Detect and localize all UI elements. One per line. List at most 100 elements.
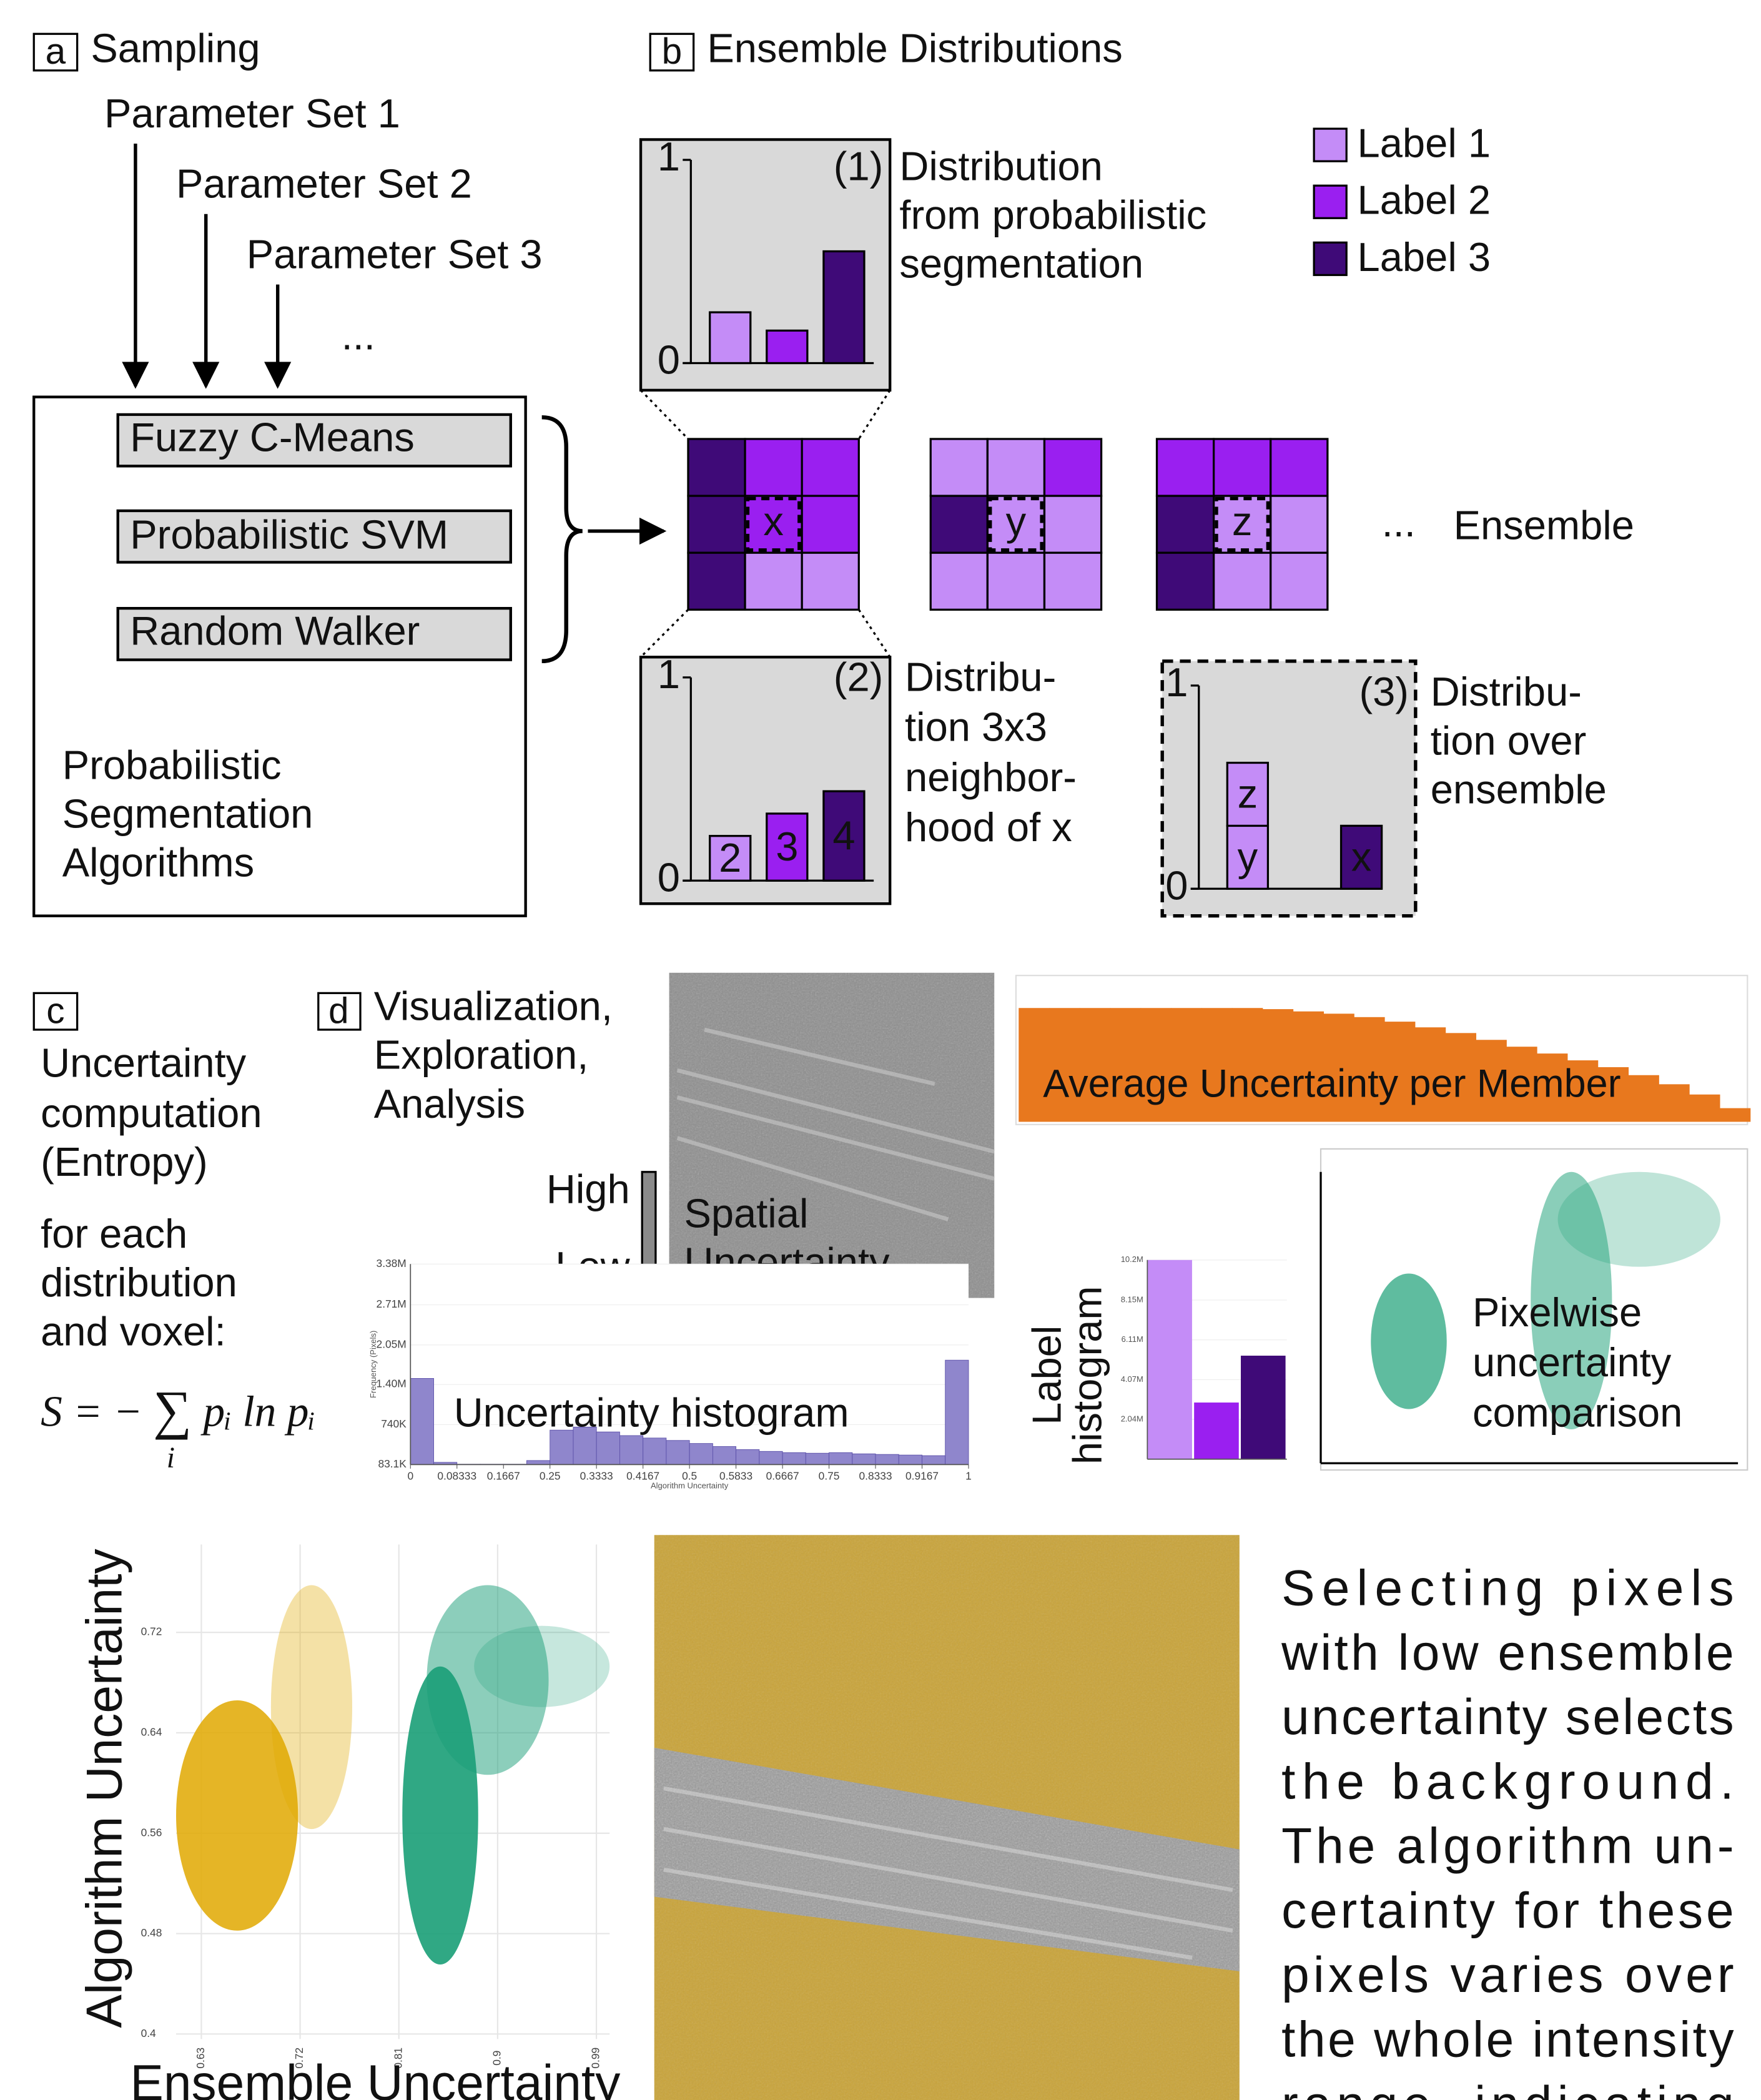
param-set: Parameter Set 3	[247, 231, 543, 277]
histogram-bar	[736, 1449, 759, 1464]
y-tick-label: 2.04M	[1121, 1414, 1143, 1423]
caption: neighbor-	[905, 754, 1077, 800]
grid-cell	[802, 496, 859, 553]
param-set: ...	[342, 313, 375, 358]
histogram-bar	[410, 1378, 433, 1464]
segment-label: z	[1238, 771, 1258, 816]
rotated-label: Label	[1024, 1326, 1069, 1425]
x-tick-label: 0.6667	[766, 1470, 799, 1482]
bar	[1689, 1095, 1720, 1122]
brace	[542, 417, 583, 661]
histogram-bar	[899, 1455, 922, 1464]
bar	[1194, 1402, 1239, 1459]
scale-label: High	[546, 1166, 630, 1211]
grid-cell	[1157, 496, 1214, 553]
legend-label: Label 1	[1358, 121, 1491, 166]
y-tick-label: 740K	[381, 1417, 407, 1430]
bar	[767, 330, 807, 363]
grid-cell	[802, 439, 859, 496]
y-tick-label: 1.40M	[377, 1378, 407, 1390]
tick-label: 0	[1165, 862, 1188, 908]
axis-label: Algorithm Uncertainty	[77, 1549, 133, 2028]
paragraph: Selecting pixelswith low ensembleuncerta…	[1281, 1560, 1734, 2100]
grid-cell	[987, 553, 1044, 609]
text-line: computation	[41, 1090, 262, 1136]
bar	[1659, 1084, 1689, 1121]
distribution-id: (3)	[1359, 669, 1409, 714]
y-tick-label: 8.15M	[1121, 1294, 1143, 1304]
y-tick-label: 0.64	[141, 1726, 162, 1738]
grid-cell	[1271, 496, 1328, 553]
param-set: Parameter Set 2	[176, 161, 472, 207]
x-tick-label: 0.8333	[859, 1470, 892, 1482]
point-cloud	[474, 1626, 609, 1707]
grid-cell	[1214, 439, 1271, 496]
panel-title: Sampling	[91, 26, 260, 71]
caption: Distribu-	[1431, 669, 1582, 714]
text-line: Exploration,	[374, 1032, 589, 1078]
legend-swatch	[1314, 185, 1346, 218]
param-set: Parameter Set 1	[104, 91, 400, 136]
y-tick-label: 4.07M	[1121, 1374, 1143, 1384]
histogram-bar	[526, 1461, 550, 1465]
rotated-label: histogram	[1064, 1286, 1110, 1464]
segment-label: y	[1238, 834, 1258, 879]
y-tick-label: 6.11M	[1122, 1334, 1143, 1344]
histogram-bar	[829, 1452, 852, 1464]
point-cloud	[1558, 1172, 1720, 1267]
x-tick-label: 0.5833	[719, 1470, 752, 1482]
algorithm-name: Fuzzy C-Means	[130, 414, 415, 460]
y-tick-label: 0.72	[141, 1625, 162, 1638]
grid-cell	[688, 553, 745, 609]
grid-cell	[930, 553, 987, 609]
caption: segmentation	[899, 241, 1143, 287]
tag: b	[662, 31, 683, 72]
y-axis-label: Frequency (Pixels)	[368, 1331, 378, 1398]
formula: pᵢ ln pᵢ	[200, 1388, 315, 1436]
caption: tion over	[1431, 717, 1587, 763]
histogram-bar	[596, 1432, 619, 1464]
paragraph-line: with low ensemble	[1281, 1625, 1734, 1681]
x-tick-label: 0.5	[682, 1470, 697, 1482]
histogram-bar	[713, 1447, 736, 1465]
cell-label: x	[763, 498, 784, 544]
y-tick-label: 10.2M	[1121, 1255, 1143, 1264]
histogram-bar	[759, 1451, 782, 1464]
box-label: Algorithms	[62, 840, 254, 885]
paragraph-line: the background.	[1281, 1753, 1734, 1810]
y-tick-label: 0.56	[141, 1826, 162, 1838]
paragraph-line: pixels varies over	[1281, 1947, 1734, 2003]
histogram-bar	[666, 1441, 689, 1465]
image-texture	[654, 1535, 1240, 2100]
caption: hood of x	[905, 804, 1072, 850]
grid-cell	[1044, 553, 1101, 609]
histogram-bar	[806, 1453, 829, 1464]
grid-cell	[1044, 496, 1101, 553]
ensemble-label: Ensemble	[1454, 502, 1634, 548]
point-cloud	[271, 1585, 352, 1830]
tag: d	[328, 990, 349, 1031]
y-tick-label: 0.4	[141, 2027, 156, 2039]
grid-cell	[1157, 553, 1214, 609]
grid-cell	[987, 439, 1044, 496]
legend-swatch	[1314, 242, 1346, 275]
y-tick-label: 83.1K	[378, 1457, 407, 1470]
grid-cell	[688, 496, 745, 553]
algorithm-name: Random Walker	[130, 608, 420, 654]
histogram-bar	[689, 1444, 713, 1465]
y-tick-label: 0.48	[141, 1926, 162, 1939]
cell-label: y	[1006, 498, 1027, 544]
x-tick-label: 0	[407, 1470, 413, 1482]
distribution-id: (1)	[834, 143, 884, 189]
histogram-bar	[643, 1438, 666, 1465]
grid-cell	[1271, 439, 1328, 496]
tick-label: 1	[1165, 659, 1188, 705]
text-line: (Entropy)	[41, 1139, 208, 1185]
bar	[824, 251, 864, 363]
grid-cell	[1214, 553, 1271, 609]
formula: S = −	[41, 1388, 142, 1436]
x-tick-label: 0.4167	[626, 1470, 659, 1482]
grid-cell	[1271, 553, 1328, 609]
legend-label: Label 2	[1358, 177, 1491, 223]
overlay-label: comparison	[1472, 1389, 1682, 1435]
